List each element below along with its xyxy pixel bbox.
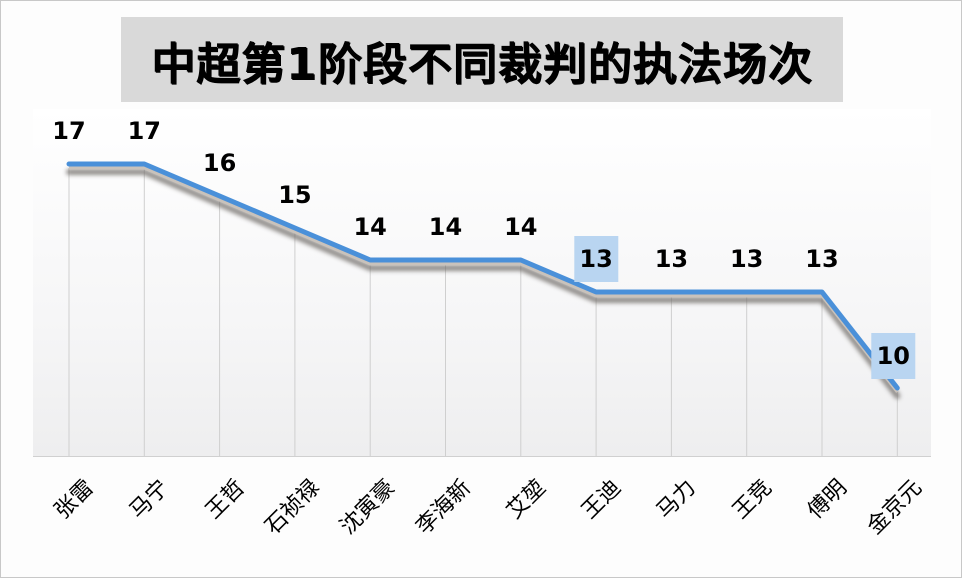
data-label: 13 [574, 236, 618, 282]
data-label: 17 [127, 117, 161, 145]
data-label: 10 [871, 333, 915, 379]
series-line-shadow [66, 169, 901, 399]
data-label: 14 [353, 213, 387, 241]
data-label: 15 [278, 181, 312, 209]
series-line [66, 161, 900, 391]
gridlines [68, 168, 898, 456]
data-label: 13 [729, 245, 764, 273]
data-label: 14 [504, 213, 538, 241]
data-label: 14 [428, 213, 463, 241]
chart-title: 中超第1阶段不同裁判的执法场次 [151, 38, 813, 90]
series-line-edge [69, 166, 899, 393]
data-label: 13 [805, 245, 839, 273]
data-label: 13 [654, 245, 689, 273]
data-label: 17 [52, 117, 86, 145]
chart-title-box: 中超第1阶段不同裁判的执法场次 [121, 17, 843, 102]
plot-area [33, 109, 931, 457]
data-label: 16 [202, 149, 237, 177]
